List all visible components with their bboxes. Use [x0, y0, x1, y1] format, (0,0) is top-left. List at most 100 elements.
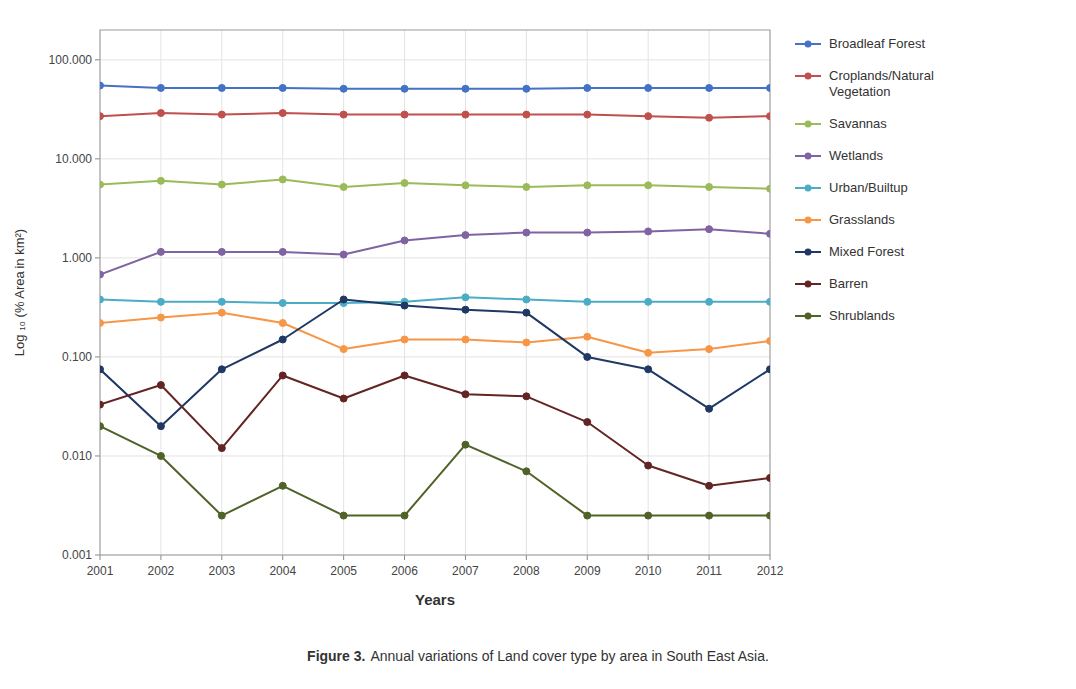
x-tick-label: 2002	[148, 564, 175, 578]
point	[462, 232, 469, 239]
legend: Broadleaf Forest Croplands/NaturalVegetat…	[795, 36, 934, 323]
legend-marker	[805, 217, 812, 224]
series-line	[100, 300, 770, 427]
y-grid-line	[100, 257, 770, 258]
legend-label-line: Shrublands	[829, 308, 895, 323]
point	[100, 271, 104, 278]
legend-marker	[805, 281, 812, 288]
point	[462, 294, 469, 301]
point	[218, 366, 225, 373]
point	[767, 337, 771, 344]
x-tick-label: 2010	[635, 564, 662, 578]
y-tick	[95, 59, 100, 60]
chart: 0.0010.0100.1001.00010.000100.0002001200…	[0, 0, 1076, 689]
series-line	[100, 297, 770, 303]
x-grid-line	[465, 30, 466, 555]
series-line	[100, 179, 770, 188]
point	[523, 229, 530, 236]
series-line	[100, 113, 770, 118]
y-grid-line	[100, 59, 770, 60]
point	[100, 366, 104, 373]
point	[523, 309, 530, 316]
point	[401, 111, 408, 118]
point	[100, 82, 104, 89]
grid	[100, 30, 770, 555]
x-tick	[770, 555, 771, 560]
point	[767, 84, 771, 91]
point	[645, 228, 652, 235]
point	[401, 85, 408, 92]
point	[218, 181, 225, 188]
point	[767, 185, 771, 192]
legend-item: Mixed Forest	[795, 244, 905, 259]
legend-label: Croplands/NaturalVegetation	[829, 68, 934, 99]
point	[218, 445, 225, 452]
series-line	[100, 426, 770, 515]
series-line	[100, 229, 770, 274]
point	[767, 298, 771, 305]
point	[401, 180, 408, 187]
legend-label: Savannas	[829, 116, 887, 131]
point	[706, 84, 713, 91]
legend-marker	[805, 249, 812, 256]
series-line	[100, 375, 770, 485]
series	[100, 82, 770, 92]
point	[157, 382, 164, 389]
point	[584, 229, 591, 236]
point	[462, 85, 469, 92]
point	[462, 182, 469, 189]
x-grid-line	[404, 30, 405, 555]
point	[706, 183, 713, 190]
axes: 0.0010.0100.1001.00010.000100.0002001200…	[49, 30, 784, 578]
point	[645, 84, 652, 91]
series	[100, 110, 770, 122]
point	[706, 226, 713, 233]
point	[706, 482, 713, 489]
point	[218, 111, 225, 118]
legend-item: Grasslands	[795, 212, 895, 227]
point	[340, 346, 347, 353]
point	[645, 298, 652, 305]
point	[100, 320, 104, 327]
point	[218, 298, 225, 305]
point	[218, 309, 225, 316]
x-grid-line	[648, 30, 649, 555]
point	[157, 84, 164, 91]
point	[706, 346, 713, 353]
legend-item: Wetlands	[795, 148, 883, 163]
legend-item: Shrublands	[795, 308, 895, 323]
x-tick-label: 2012	[757, 564, 784, 578]
point	[218, 248, 225, 255]
point	[706, 512, 713, 519]
x-tick-label: 2004	[269, 564, 296, 578]
point	[523, 111, 530, 118]
point	[279, 320, 286, 327]
point	[279, 110, 286, 117]
x-tick	[526, 555, 527, 560]
legend-label-line: Vegetation	[829, 84, 890, 99]
caption: Figure 3.Annual variations of Land cover…	[307, 648, 769, 664]
legend-marker	[805, 121, 812, 128]
point	[340, 183, 347, 190]
point	[340, 296, 347, 303]
point	[340, 395, 347, 402]
legend-item: Urban/Builtup	[795, 180, 908, 195]
x-tick	[587, 555, 588, 560]
series	[100, 176, 770, 192]
legend-label-line: Grasslands	[829, 212, 895, 227]
y-tick	[95, 356, 100, 357]
point	[767, 230, 771, 237]
point	[279, 482, 286, 489]
point	[523, 339, 530, 346]
legend-label: Broadleaf Forest	[829, 36, 925, 51]
point	[401, 512, 408, 519]
point	[157, 452, 164, 459]
legend-label-line: Barren	[829, 276, 868, 291]
legend-label: Shrublands	[829, 308, 895, 323]
point	[645, 349, 652, 356]
legend-marker	[805, 313, 812, 320]
point	[279, 176, 286, 183]
point	[523, 85, 530, 92]
legend-marker	[805, 73, 812, 80]
y-tick-label: 0.010	[62, 449, 92, 463]
